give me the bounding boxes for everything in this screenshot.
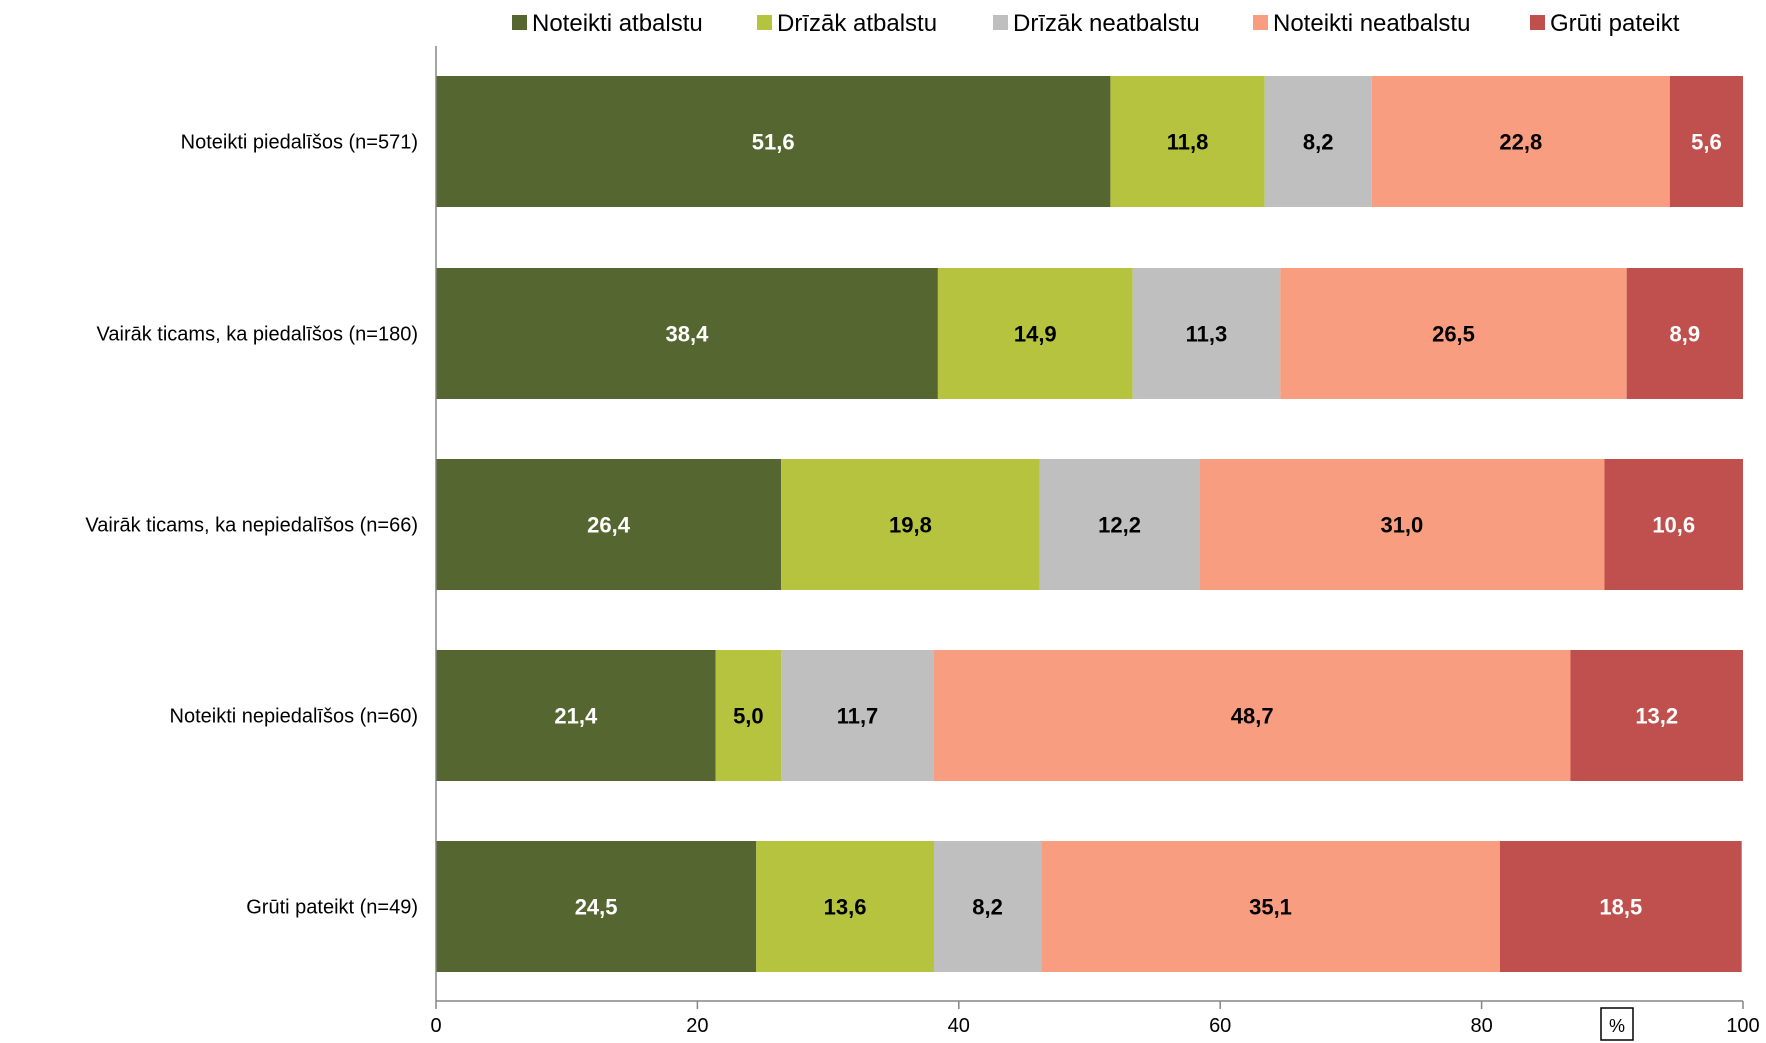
legend-swatch [757,15,772,30]
category-label: Grūti pateikt (n=49) [246,897,418,919]
data-label: 26,5 [1432,322,1475,347]
bar-segment [436,841,757,972]
category-label: Noteikti nepiedalīšos (n=60) [170,706,418,728]
bar-segment [781,650,934,781]
data-label: 11,7 [837,704,879,729]
data-label: 13,6 [824,895,867,920]
legend-swatch [1530,15,1545,30]
bar-segment [1280,268,1627,399]
data-label: 8,9 [1670,322,1701,347]
data-label: 19,8 [889,513,932,538]
category-label: Vairāk ticams, ka nepiedalīšos (n=66) [85,515,418,537]
legend-item: Grūti pateikt [1530,10,1680,37]
bar-segment [756,841,934,972]
data-label: 13,2 [1635,704,1678,729]
x-tick-label: 20 [686,1015,708,1037]
data-label: 5,6 [1691,130,1722,155]
data-label: 18,5 [1599,895,1642,920]
bar-segment [933,841,1042,972]
bar-segment [1039,459,1200,590]
bar-segment [715,650,782,781]
data-label: 11,8 [1167,130,1209,155]
bar-segment [436,76,1111,207]
bar-segment [436,459,782,590]
data-label: 38,4 [666,322,710,347]
x-tick-label: 40 [948,1015,970,1037]
legend-swatch [512,15,527,30]
bar-segment [1199,459,1605,590]
data-label: 22,8 [1499,130,1542,155]
data-label: 51,6 [752,130,795,155]
bar-segment [937,268,1133,399]
legend-item: Noteikti atbalstu [512,10,703,37]
data-label: 35,1 [1249,895,1292,920]
unit-frame [1600,1007,1634,1041]
bar-segment [1669,76,1743,207]
data-label: 8,2 [972,895,1003,920]
bar-segment [1041,841,1500,972]
data-label: 31,0 [1380,513,1423,538]
data-label: 14,9 [1014,322,1057,347]
bar-segment [933,650,1571,781]
bar-segment [1110,76,1265,207]
legend-label: Drīzāk neatbalstu [1013,10,1200,37]
data-label: 11,3 [1186,322,1228,347]
bar-segment [1132,268,1281,399]
legend-label: Drīzāk atbalstu [777,10,937,37]
category-label: Noteikti piedalīšos (n=571) [181,132,418,154]
x-tick-label: 100 [1726,1015,1759,1037]
legend: Noteikti atbalstu Drīzāk atbalstu Drīzāk n… [512,10,1680,37]
bar-segment [436,650,716,781]
legend-item: Drīzāk atbalstu [757,10,937,37]
legend-label: Noteikti neatbalstu [1273,10,1470,37]
bar-segment [1570,650,1743,781]
bar-segment [1499,841,1742,972]
legend-label: Grūti pateikt [1550,10,1680,37]
data-label: 5,0 [733,704,764,729]
data-label: 8,2 [1303,130,1334,155]
category-labels: Noteikti piedalīšos (n=571) Vairāk ticams… [85,132,418,919]
legend-item: Drīzāk neatbalstu [993,10,1200,37]
legend-label: Noteikti atbalstu [532,10,703,37]
data-label: 24,5 [575,895,618,920]
bar-segment [781,459,1040,590]
unit-box: % [1600,1007,1634,1041]
legend-item: Noteikti neatbalstu [1253,10,1470,37]
data-label: 12,2 [1098,513,1141,538]
axes: 0 20 40 60 80 100 [430,46,1760,1037]
x-tick-label: 0 [430,1015,441,1037]
data-label: 48,7 [1231,704,1274,729]
legend-swatch [1253,15,1268,30]
data-label: 21,4 [554,704,598,729]
data-label: 26,4 [587,513,631,538]
bar-segment [1371,76,1670,207]
bar-segment [1264,76,1372,207]
data-label: 10,6 [1652,513,1695,538]
category-label: Vairāk ticams, ka piedalīšos (n=180) [97,324,418,346]
x-tick-label: 80 [1470,1015,1492,1037]
legend-swatch [993,15,1008,30]
bar-segment [1604,459,1743,590]
bars: 51,6 11,8 8,2 22,8 5,6 38,4 14,9 11,3 26,5 8,9 26,… [436,76,1743,972]
bar-segment [436,268,938,399]
bar-segment [1626,268,1743,399]
x-tick-label: 60 [1209,1015,1231,1037]
unit-label: % [1609,1016,1625,1036]
